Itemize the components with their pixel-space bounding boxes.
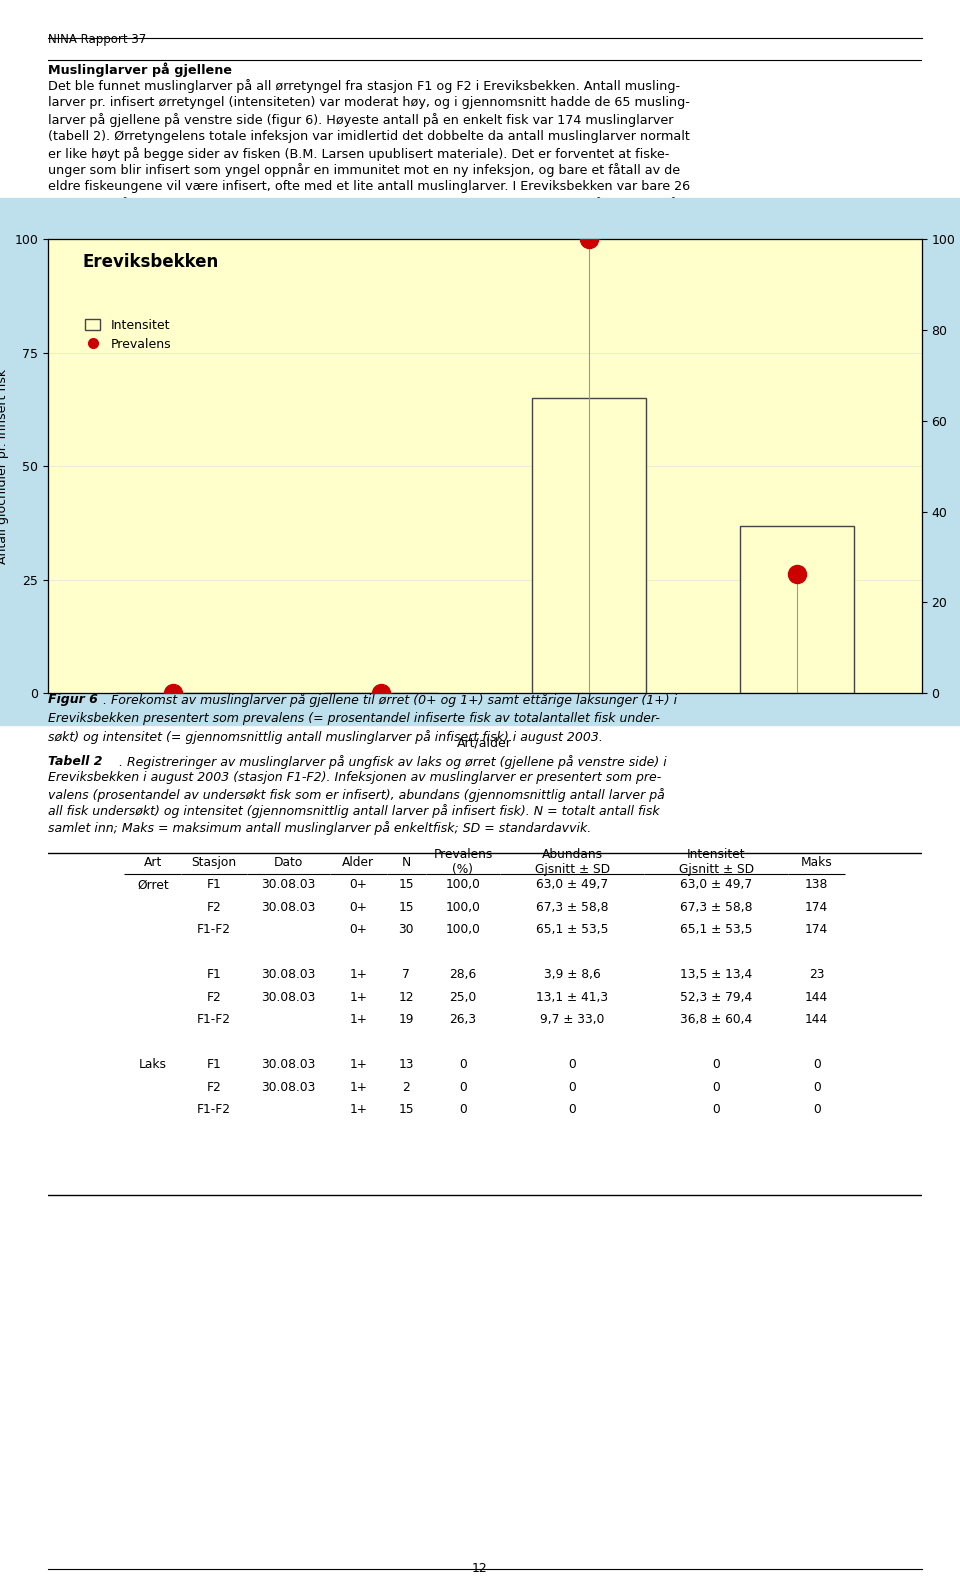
Text: eldre fiskeungene vil være infisert, ofte med et lite antall muslinglarver. I Er: eldre fiskeungene vil være infisert, oft… xyxy=(48,180,690,193)
Text: Figur 6: Figur 6 xyxy=(48,694,98,706)
Text: er like høyt på begge sider av fisken (B.M. Larsen upublisert materiale). Det er: er like høyt på begge sider av fisken (B… xyxy=(48,146,669,161)
Text: % av de ettårige ørretungene infisert, og i gjennomsnitt hadde de 37 muslinglarv: % av de ettårige ørretungene infisert, o… xyxy=(48,197,678,212)
Text: valens (prosentandel av undersøkt fisk som er infisert), abundans (gjennomsnittl: valens (prosentandel av undersøkt fisk s… xyxy=(48,788,664,802)
Y-axis label: Antall glochidier pr. infisert fisk: Antall glochidier pr. infisert fisk xyxy=(0,369,9,563)
Text: . Registreringer av muslinglarver på ungfisk av laks og ørret (gjellene på venst: . Registreringer av muslinglarver på ung… xyxy=(119,754,666,768)
Text: Muslinglarver på gjellene: Muslinglarver på gjellene xyxy=(48,62,232,76)
Bar xyxy=(532,398,646,694)
Bar xyxy=(739,527,854,694)
X-axis label: Art/alder: Art/alder xyxy=(457,737,513,749)
Text: larver pr. infisert ørretyngel (intensiteten) var moderat høy, og i gjennomsnitt: larver pr. infisert ørretyngel (intensit… xyxy=(48,95,690,110)
Text: Tabell 2: Tabell 2 xyxy=(48,754,103,767)
Text: . Forekomst av muslinglarver på gjellene til ørret (0+ og 1+) samt ettårige laks: . Forekomst av muslinglarver på gjellene… xyxy=(103,694,677,706)
Text: (tabell 2). Ørretyngelens totale infeksjon var imidlertid det dobbelte da antall: (tabell 2). Ørretyngelens totale infeksj… xyxy=(48,130,690,143)
Text: NINA Rapport 37: NINA Rapport 37 xyxy=(48,33,146,46)
Text: Ereviksbekken: Ereviksbekken xyxy=(83,253,219,270)
Text: venstre side (figur 6). Høyeste antall på en enkelt fisk var 144 muslinglarver.: venstre side (figur 6). Høyeste antall p… xyxy=(48,213,540,228)
Text: samlet inn; Maks = maksimum antall muslinglarver på enkeltfisk; SD = standardavv: samlet inn; Maks = maksimum antall musli… xyxy=(48,821,591,835)
Legend: Intensitet, Prevalens: Intensitet, Prevalens xyxy=(81,313,176,356)
Y-axis label: Prosentandel: Prosentandel xyxy=(959,425,960,508)
Text: all fisk undersøkt) og intensitet (gjennomsnittlig antall larver på infisert fis: all fisk undersøkt) og intensitet (gjenn… xyxy=(48,803,660,818)
Text: Ereviksbekken i august 2003 (stasjon F1-F2). Infeksjonen av muslinglarver er pre: Ereviksbekken i august 2003 (stasjon F1-… xyxy=(48,772,661,784)
Text: søkt) og intensitet (= gjennomsnittlig antall muslinglarver på infisert fisk) i : søkt) og intensitet (= gjennomsnittlig a… xyxy=(48,730,603,745)
Text: unger som blir infisert som yngel oppnår en immunitet mot en ny infeksjon, og ba: unger som blir infisert som yngel oppnår… xyxy=(48,164,680,178)
Text: Ereviksbekken presentert som prevalens (= prosentandel infiserte fisk av totalan: Ereviksbekken presentert som prevalens (… xyxy=(48,711,660,724)
Text: larver på gjellene på venstre side (figur 6). Høyeste antall på en enkelt fisk v: larver på gjellene på venstre side (figu… xyxy=(48,113,674,127)
Text: 12: 12 xyxy=(472,1562,488,1575)
FancyBboxPatch shape xyxy=(48,239,922,694)
FancyBboxPatch shape xyxy=(0,199,960,725)
Text: Det ble funnet muslinglarver på all ørretyngel fra stasjon F1 og F2 i Ereviksbek: Det ble funnet muslinglarver på all ørre… xyxy=(48,80,680,94)
